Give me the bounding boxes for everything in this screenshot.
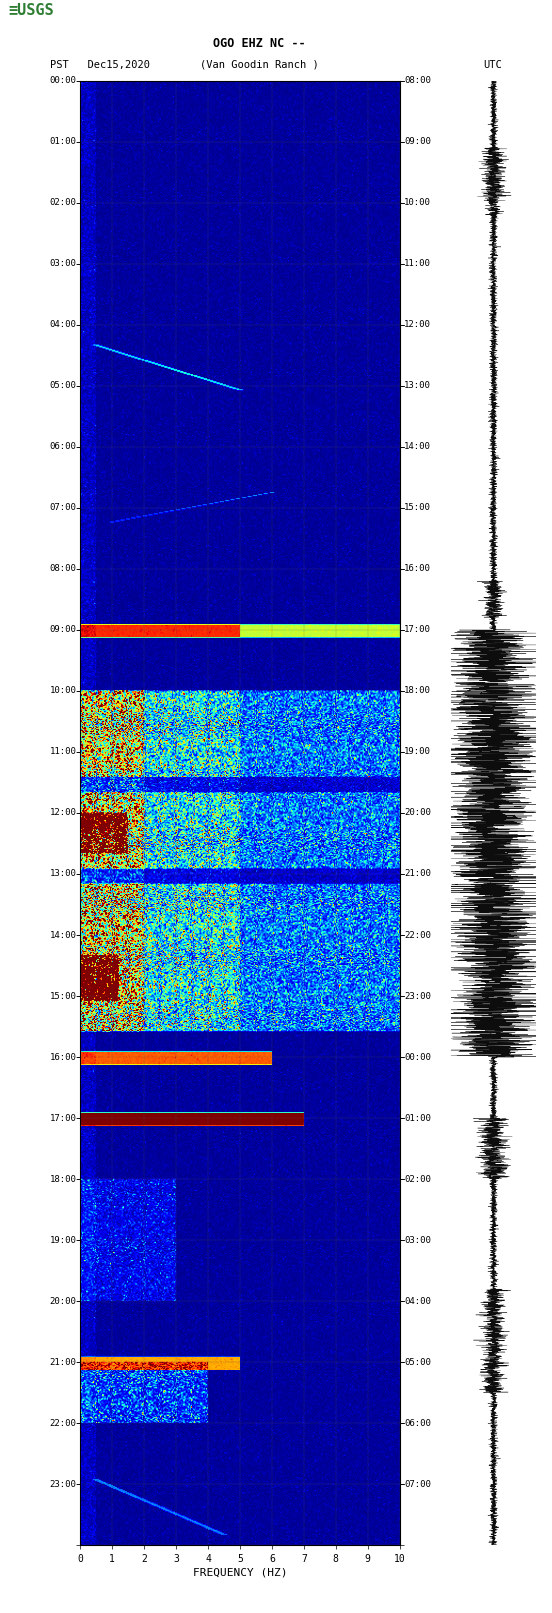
- Text: 07:00: 07:00: [50, 503, 77, 513]
- Text: OGO EHZ NC --: OGO EHZ NC --: [213, 37, 306, 50]
- Text: 23:00: 23:00: [50, 1479, 77, 1489]
- Text: 12:00: 12:00: [50, 808, 77, 818]
- Text: 10:00: 10:00: [50, 687, 77, 695]
- Text: 17:00: 17:00: [50, 1113, 77, 1123]
- Text: 11:00: 11:00: [404, 260, 431, 268]
- Text: 06:00: 06:00: [404, 1419, 431, 1428]
- Text: 19:00: 19:00: [404, 747, 431, 756]
- Text: 02:00: 02:00: [50, 198, 77, 206]
- Text: 22:00: 22:00: [50, 1419, 77, 1428]
- Text: PST   Dec15,2020: PST Dec15,2020: [50, 60, 150, 69]
- Text: 08:00: 08:00: [404, 76, 431, 85]
- Text: 15:00: 15:00: [404, 503, 431, 513]
- Text: 13:00: 13:00: [50, 869, 77, 879]
- Text: 22:00: 22:00: [404, 931, 431, 939]
- Text: 16:00: 16:00: [404, 565, 431, 573]
- Text: ≡USGS: ≡USGS: [8, 3, 54, 18]
- Text: 11:00: 11:00: [50, 747, 77, 756]
- Text: 20:00: 20:00: [50, 1297, 77, 1305]
- Text: 20:00: 20:00: [404, 808, 431, 818]
- Text: 14:00: 14:00: [404, 442, 431, 452]
- Text: 17:00: 17:00: [404, 626, 431, 634]
- Text: 18:00: 18:00: [50, 1174, 77, 1184]
- Text: 12:00: 12:00: [404, 321, 431, 329]
- Text: 15:00: 15:00: [50, 992, 77, 1000]
- Text: 00:00: 00:00: [50, 76, 77, 85]
- Text: 00:00: 00:00: [404, 1053, 431, 1061]
- Text: 09:00: 09:00: [404, 137, 431, 147]
- Text: 14:00: 14:00: [50, 931, 77, 939]
- Text: 02:00: 02:00: [404, 1174, 431, 1184]
- Text: 06:00: 06:00: [50, 442, 77, 452]
- Text: 03:00: 03:00: [50, 260, 77, 268]
- Text: 08:00: 08:00: [50, 565, 77, 573]
- Text: 19:00: 19:00: [50, 1236, 77, 1245]
- Text: 21:00: 21:00: [50, 1358, 77, 1366]
- Text: 13:00: 13:00: [404, 381, 431, 390]
- Text: 05:00: 05:00: [404, 1358, 431, 1366]
- Text: 04:00: 04:00: [404, 1297, 431, 1305]
- Text: 01:00: 01:00: [50, 137, 77, 147]
- Text: 03:00: 03:00: [404, 1236, 431, 1245]
- Text: 10:00: 10:00: [404, 198, 431, 206]
- Text: 09:00: 09:00: [50, 626, 77, 634]
- Text: UTC: UTC: [484, 60, 502, 69]
- Text: 04:00: 04:00: [50, 321, 77, 329]
- Text: 07:00: 07:00: [404, 1479, 431, 1489]
- Text: 05:00: 05:00: [50, 381, 77, 390]
- Text: (Van Goodin Ranch ): (Van Goodin Ranch ): [200, 60, 319, 69]
- Text: 21:00: 21:00: [404, 869, 431, 879]
- Text: 16:00: 16:00: [50, 1053, 77, 1061]
- X-axis label: FREQUENCY (HZ): FREQUENCY (HZ): [193, 1568, 287, 1578]
- Text: 23:00: 23:00: [404, 992, 431, 1000]
- Text: 01:00: 01:00: [404, 1113, 431, 1123]
- Text: 18:00: 18:00: [404, 687, 431, 695]
